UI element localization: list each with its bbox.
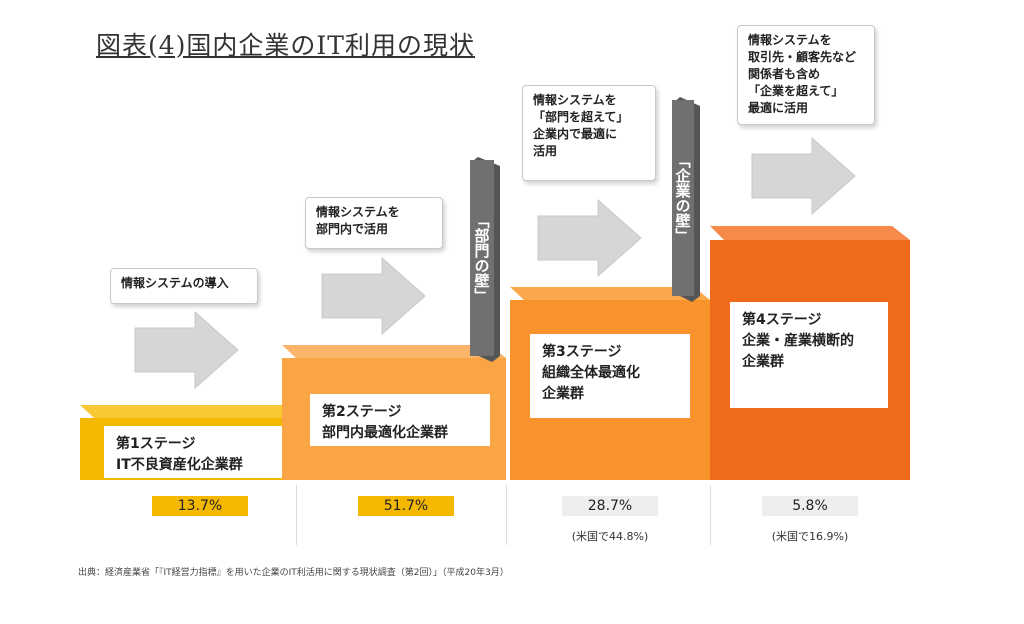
note-stage-1: 情報システムの導入 [110,268,258,304]
column-divider [710,485,711,545]
arrow-2-shape [321,256,426,336]
stage-1-top [80,405,296,418]
wall-department: 「部門の壁」 [470,160,494,356]
stage-3-us-note: (米国で44.8%) [571,530,649,543]
note-stage-4: 情報システムを 取引先・顧客先など 関係者も含め 「企業を超えて」 最適に活用 [737,25,875,125]
stage-4-us-note: (米国で16.9%) [771,530,849,543]
stage-2-top [282,345,506,358]
stage-4-percent: 5.8% [762,496,858,516]
stage-2-percent: 51.7% [358,496,454,516]
arrow-1-shape [134,310,239,390]
stage-3-percent: 28.7% [562,496,658,516]
column-divider [296,485,297,545]
source-citation: 出典：経済産業省「『IT経営力指標』を用いた企業のIT利活用に関する現状調査（第… [78,568,509,578]
stage-1-percent: 13.7% [152,496,248,516]
stage-3-label: 第3ステージ 組織全体最適化 企業群 [530,334,690,418]
note-stage-3: 情報システムを 「部門を超えて」 企業内で最適に 活用 [522,85,656,181]
stage-1-label: 第1ステージ IT不良資産化企業群 [104,426,282,478]
stage-4-label: 第4ステージ 企業・産業横断的 企業群 [730,302,888,408]
arrow-4-shape [751,136,856,216]
figure-title: 図表(4)国内企業のIT利用の現状 [96,31,475,60]
stage-2-label: 第2ステージ 部門内最適化企業群 [310,394,490,446]
wall-company: 「企業の壁」 [672,100,694,296]
arrow-3-shape [537,198,642,278]
note-stage-2: 情報システムを 部門内で活用 [305,197,443,249]
stage-3-top [510,287,710,300]
stage-4-top [710,226,910,240]
column-divider [506,485,507,545]
